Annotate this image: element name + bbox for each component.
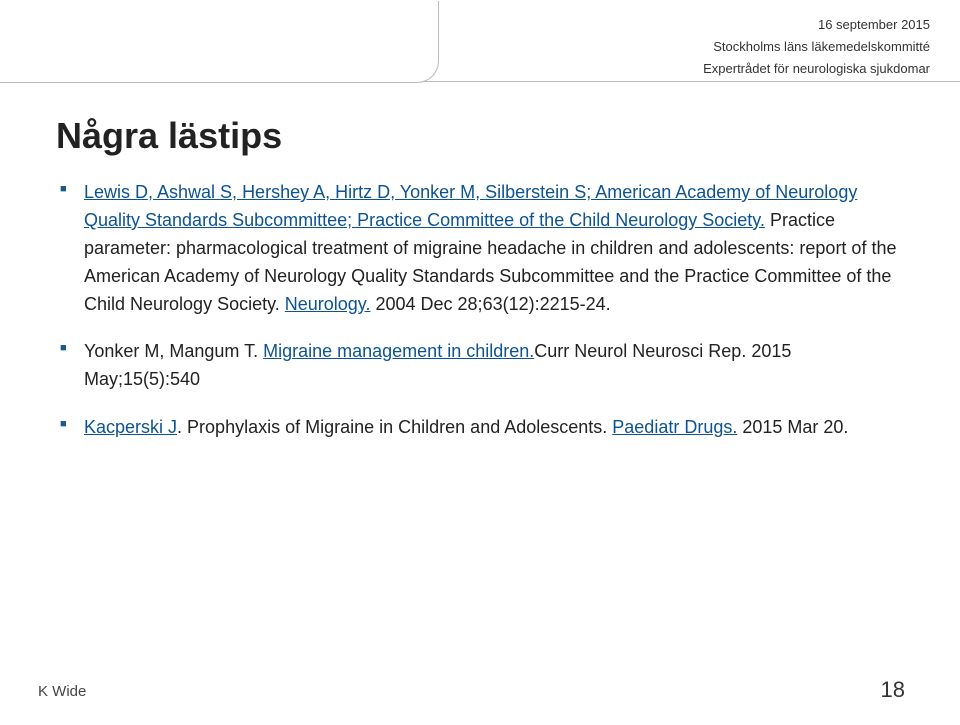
title-text: . Prophylaxis of Migraine in Children an… — [177, 417, 612, 437]
header-date: 16 september 2015 — [703, 14, 930, 36]
slide-header: Stockholms läns landsting 16 september 2… — [0, 0, 960, 95]
citation-text: 2015 Mar 20. — [737, 417, 848, 437]
header-divider — [0, 80, 960, 110]
authors-text: Yonker M, Mangum T. — [84, 341, 263, 361]
divider-tab — [0, 1, 439, 83]
list-item: Lewis D, Ashwal S, Hershey A, Hirtz D, Y… — [60, 179, 900, 318]
journal-link[interactable]: Neurology. — [285, 294, 371, 314]
page-number: 18 — [881, 677, 905, 703]
reference-link[interactable]: Migraine management in children. — [263, 341, 534, 361]
footer-author: K Wide — [38, 683, 86, 700]
reference-link[interactable]: Lewis D, Ashwal S, Hershey A, Hirtz D, Y… — [84, 182, 857, 230]
citation-text: 2004 Dec 28;63(12):2215-24. — [370, 294, 610, 314]
bullet-list: Lewis D, Ashwal S, Hershey A, Hirtz D, Y… — [60, 179, 900, 442]
header-org: Stockholms läns läkemedelskommitté — [703, 36, 930, 58]
header-sub: Expertrådet för neurologiska sjukdomar — [703, 58, 930, 80]
author-link[interactable]: Kacperski J — [84, 417, 177, 437]
header-meta: 16 september 2015 Stockholms läns läkeme… — [703, 14, 930, 80]
slide-content: Några lästips Lewis D, Ashwal S, Hershey… — [60, 115, 900, 462]
slide-title: Några lästips — [56, 115, 900, 157]
list-item: Yonker M, Mangum T. Migraine management … — [60, 338, 900, 394]
journal-link[interactable]: Paediatr Drugs. — [612, 417, 737, 437]
list-item: Kacperski J. Prophylaxis of Migraine in … — [60, 414, 900, 442]
